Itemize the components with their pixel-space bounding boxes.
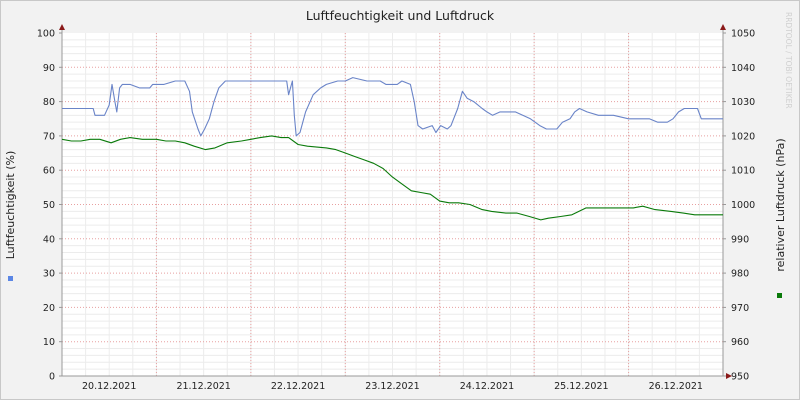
left-tick-label: 20 xyxy=(43,303,55,314)
watermark: RRDTOOL / TOBI OETIKER xyxy=(784,12,793,109)
left-tick-label: 70 xyxy=(43,131,55,142)
series-group xyxy=(61,77,723,221)
axes: 0102030405060708090100950960970980990100… xyxy=(37,24,755,392)
right-tick-label: 1000 xyxy=(731,200,755,211)
right-axis-arrow xyxy=(720,24,726,30)
left-axis-arrow xyxy=(59,24,65,30)
x-date-label: 20.12.2021 xyxy=(82,381,136,392)
left-tick-label: 0 xyxy=(49,372,55,383)
left-tick-label: 100 xyxy=(37,29,55,40)
chart-title: Luftfeuchtigkeit und Luftdruck xyxy=(306,8,495,23)
x-date-label: 26.12.2021 xyxy=(649,381,703,392)
left-tick-label: 50 xyxy=(43,200,55,211)
left-tick-label: 10 xyxy=(43,337,55,348)
right-tick-label: 990 xyxy=(731,234,749,245)
left-tick-label: 90 xyxy=(43,63,55,74)
x-date-label: 23.12.2021 xyxy=(365,381,419,392)
x-date-label: 24.12.2021 xyxy=(460,381,514,392)
legend-marker-pressure xyxy=(777,293,782,298)
right-tick-label: 1010 xyxy=(731,166,755,177)
left-tick-label: 30 xyxy=(43,269,55,280)
right-tick-label: 960 xyxy=(731,337,749,348)
grid xyxy=(62,33,723,376)
left-tick-label: 80 xyxy=(43,97,55,108)
left-tick-label: 60 xyxy=(43,166,55,177)
right-tick-label: 950 xyxy=(731,372,749,383)
x-date-label: 22.12.2021 xyxy=(271,381,325,392)
pressure-line xyxy=(61,135,723,221)
left-axis-label: Luftfeuchtigkeit (%) xyxy=(4,151,17,260)
right-tick-label: 1020 xyxy=(731,131,755,142)
humidity-line xyxy=(62,77,723,137)
right-tick-label: 1040 xyxy=(731,63,755,74)
right-tick-label: 1030 xyxy=(731,97,755,108)
right-axis-label: relativer Luftdruck (hPa) xyxy=(774,138,787,271)
right-tick-label: 970 xyxy=(731,303,749,314)
x-date-label: 21.12.2021 xyxy=(176,381,230,392)
left-tick-label: 40 xyxy=(43,234,55,245)
x-date-label: 25.12.2021 xyxy=(554,381,608,392)
x-axis-arrow xyxy=(726,373,732,379)
right-tick-label: 980 xyxy=(731,269,749,280)
legend-marker-humidity xyxy=(8,276,13,281)
right-tick-label: 1050 xyxy=(731,29,755,40)
